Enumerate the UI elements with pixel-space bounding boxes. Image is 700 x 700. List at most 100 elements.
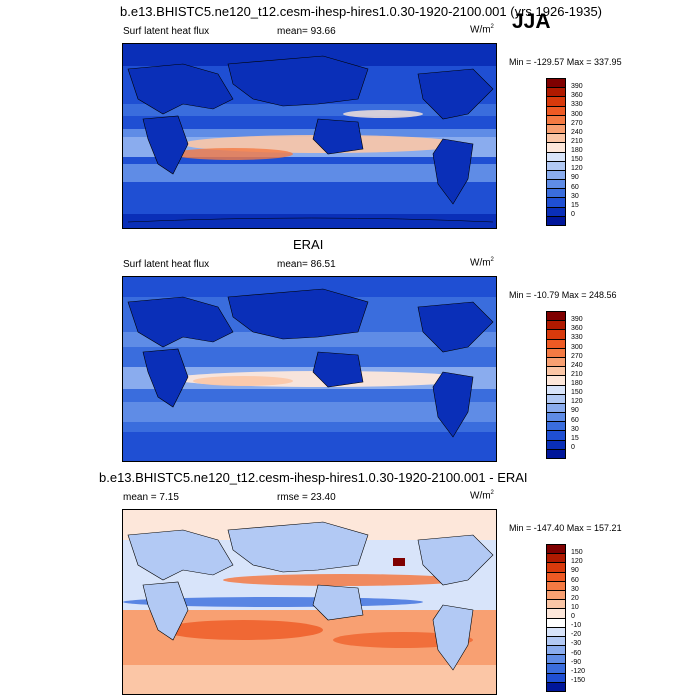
- panel1-units: W/m2: [470, 24, 494, 36]
- panel3-mean-label: mean = 7.15: [123, 492, 179, 503]
- colorbar-tick-label: 330: [571, 101, 583, 109]
- colorbar-tick-label: 30: [571, 585, 579, 593]
- panel2-title: ERAI: [293, 237, 324, 252]
- colorbar-tick-label: 0: [571, 613, 575, 620]
- colorbar-segment: [547, 563, 565, 573]
- season-label: JJA: [512, 10, 551, 33]
- colorbar-tick-label: -10: [571, 622, 582, 630]
- colorbar-tick-label: 150: [571, 549, 583, 557]
- colorbar-tick-label: 120: [571, 398, 583, 406]
- colorbar-segment: [547, 152, 565, 162]
- colorbar-segment: [547, 367, 565, 377]
- colorbar-segment: [547, 636, 565, 647]
- colorbar-segment: [547, 590, 565, 601]
- panel1-variable-label: Surf latent heat flux: [123, 26, 210, 37]
- colorbar-tick-label: 10: [571, 603, 579, 611]
- colorbar-tick-label: 30: [571, 425, 579, 433]
- colorbar-tick-label: 0: [571, 443, 575, 451]
- colorbar-tick-label: 60: [571, 183, 579, 191]
- colorbar-segment: [547, 161, 565, 171]
- colorbar-tick-label: 90: [571, 407, 579, 415]
- colorbar-segment: [547, 394, 565, 404]
- colorbar-segment: [547, 88, 565, 98]
- colorbar-segment: [547, 655, 565, 665]
- colorbar-segment: [547, 600, 565, 610]
- colorbar-segment: [547, 422, 565, 432]
- colorbar-segment: [547, 312, 565, 322]
- colorbar-tick-label: 90: [571, 567, 579, 575]
- panel3-title: b.e13.BHISTC5.ne120_t12.cesm-ihesp-hires…: [99, 470, 528, 485]
- colorbar-tick-label: 150: [571, 156, 583, 164]
- colorbar-tick-label: 210: [571, 370, 583, 378]
- colorbar-tick-label: 180: [571, 147, 583, 154]
- colorbar-tick-label: 300: [571, 110, 583, 118]
- colorbar-tick-label: 180: [571, 380, 583, 387]
- colorbar-segment: [547, 413, 565, 423]
- colorbar-tick-label: 90: [571, 174, 579, 182]
- colorbar-segment: [547, 321, 565, 331]
- colorbar-segment: [547, 180, 565, 190]
- colorbar-segment: [547, 143, 565, 153]
- colorbar-tick-label: 15: [571, 434, 579, 442]
- colorbar-tick-label: -120: [571, 667, 586, 675]
- colorbar-segment: [547, 170, 565, 181]
- colorbar-tick-label: 330: [571, 334, 583, 342]
- colorbar-tick-label: 120: [571, 165, 583, 173]
- colorbar-tick-label: 150: [571, 389, 583, 397]
- panel2-mean-label: mean= 86.51: [277, 259, 336, 270]
- panel1-title: b.e13.BHISTC5.ne120_t12.cesm-ihesp-hires…: [120, 4, 603, 19]
- colorbar-segment: [547, 581, 565, 591]
- colorbar-segment: [547, 440, 565, 450]
- colorbar-segment: [547, 403, 565, 414]
- colorbar-tick-label: 360: [571, 325, 583, 333]
- colorbar-tick-label: 360: [571, 92, 583, 100]
- panel3-units: W/m2: [470, 490, 494, 502]
- panel2-colorbar: [546, 311, 566, 459]
- colorbar-tick-label: 20: [571, 594, 579, 602]
- colorbar-segment: [547, 216, 565, 225]
- panel3-colorbar: [546, 544, 566, 692]
- colorbar-segment: [547, 348, 565, 358]
- colorbar-tick-label: 15: [571, 201, 579, 209]
- panel1-map: [122, 43, 497, 229]
- colorbar-segment: [547, 106, 565, 116]
- colorbar-tick-label: 30: [571, 192, 579, 200]
- colorbar-segment: [547, 545, 565, 555]
- colorbar-segment: [547, 609, 565, 619]
- colorbar-tick-label: 240: [571, 128, 583, 136]
- colorbar-segment: [547, 431, 565, 441]
- colorbar-segment: [547, 682, 565, 691]
- colorbar-tick-label: 300: [571, 343, 583, 351]
- colorbar-segment: [547, 646, 565, 656]
- colorbar-segment: [547, 376, 565, 386]
- colorbar-tick-label: -60: [571, 649, 582, 657]
- colorbar-tick-label: -30: [571, 640, 582, 648]
- colorbar-segment: [547, 124, 565, 135]
- panel3-rmse-label: rmse = 23.40: [277, 492, 336, 503]
- colorbar-segment: [547, 198, 565, 208]
- colorbar-segment: [547, 207, 565, 217]
- colorbar-tick-label: 120: [571, 558, 583, 566]
- panel2-units: W/m2: [470, 257, 494, 269]
- colorbar-tick-label: 240: [571, 361, 583, 369]
- colorbar-segment: [547, 554, 565, 564]
- colorbar-segment: [547, 627, 565, 637]
- colorbar-segment: [547, 330, 565, 340]
- panel2-minmax: Min = -10.79 Max = 248.56: [509, 290, 617, 300]
- colorbar-tick-label: -90: [571, 658, 582, 666]
- colorbar-segment: [547, 673, 565, 683]
- colorbar-segment: [547, 97, 565, 107]
- colorbar-tick-label: 390: [571, 83, 583, 91]
- colorbar-segment: [547, 618, 565, 628]
- panel3-map: [122, 509, 497, 695]
- colorbar-segment: [547, 664, 565, 674]
- panel2-map: [122, 276, 497, 462]
- colorbar-segment: [547, 189, 565, 199]
- colorbar-segment: [547, 134, 565, 144]
- colorbar-segment: [547, 385, 565, 395]
- colorbar-tick-label: 270: [571, 119, 583, 127]
- colorbar-segment: [547, 572, 565, 582]
- colorbar-segment: [547, 449, 565, 458]
- colorbar-segment: [547, 115, 565, 125]
- panel1-minmax: Min = -129.57 Max = 337.95: [509, 57, 622, 67]
